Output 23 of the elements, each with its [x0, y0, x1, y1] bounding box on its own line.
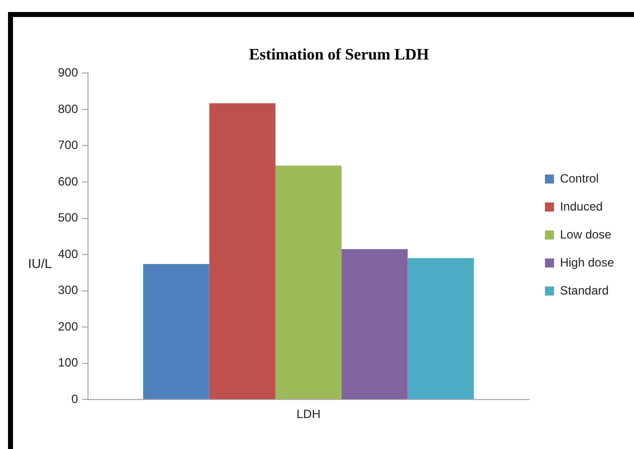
legend-label: Standard — [560, 283, 609, 298]
y-axis-title: IU/L — [28, 256, 52, 271]
chart-title: Estimation of Serum LDH — [249, 46, 430, 64]
bar — [143, 264, 210, 400]
y-tick-label: 900 — [58, 66, 78, 80]
legend-label: Low dose — [560, 227, 612, 242]
legend-label: High dose — [560, 255, 614, 270]
y-tick-label: 800 — [58, 102, 78, 116]
y-tick-label: 100 — [58, 356, 78, 370]
legend-label: Control — [560, 171, 599, 186]
legend-label: Induced — [560, 199, 603, 214]
y-tick-label: 200 — [58, 319, 78, 334]
y-tick-label: 300 — [58, 283, 78, 298]
bar — [209, 103, 276, 400]
y-tick-label: 400 — [58, 246, 78, 261]
y-tick-label: 0 — [71, 392, 78, 406]
bar — [275, 166, 342, 400]
y-tick-label: 700 — [58, 138, 78, 152]
bar — [408, 258, 474, 400]
bar — [342, 249, 408, 400]
y-tick-label: 600 — [58, 174, 78, 188]
x-tick-label: LDH — [296, 407, 320, 422]
y-tick-label: 500 — [58, 210, 78, 225]
